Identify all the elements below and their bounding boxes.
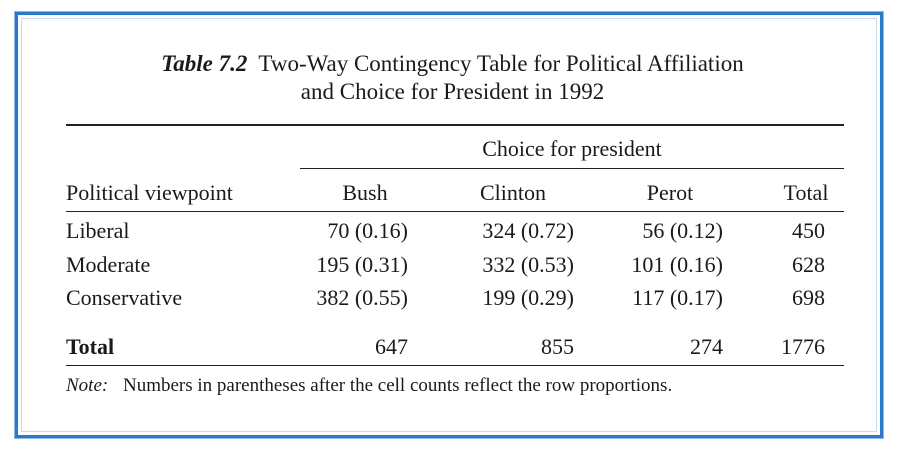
column-spanner: Choice for president <box>482 136 662 161</box>
header-total: Total <box>783 180 829 205</box>
total-clinton: 855 <box>541 334 574 359</box>
cell-bush: 195 (0.31) <box>316 252 408 277</box>
total-total: 1776 <box>781 334 825 359</box>
header-political-viewpoint: Political viewpoint <box>66 180 233 205</box>
cell-perot: 101 (0.16) <box>631 252 723 277</box>
caption-line-1: Table 7.2 Two-Way Contingency Table for … <box>0 50 905 78</box>
cell-total: 628 <box>792 252 825 277</box>
cell-bush: 382 (0.55) <box>316 285 408 310</box>
header-clinton: Clinton <box>479 180 546 205</box>
cell-total: 450 <box>792 218 825 243</box>
note-label: Note: <box>66 375 109 396</box>
table-number: Table 7.2 <box>161 51 248 76</box>
bottom-rule <box>66 365 844 366</box>
cell-bush: 70 (0.16) <box>327 218 408 243</box>
caption-line-2: and Choice for President in 1992 <box>300 79 605 104</box>
row-label: Moderate <box>66 252 151 277</box>
figure-frame <box>15 12 883 438</box>
header-perot: Perot <box>646 180 694 205</box>
header-rule <box>66 211 844 212</box>
cell-perot: 56 (0.12) <box>642 218 723 243</box>
note-text: Numbers in parentheses after the cell co… <box>122 375 673 396</box>
cell-perot: 117 (0.17) <box>632 285 723 310</box>
row-label: Liberal <box>66 218 130 243</box>
spanner-rule <box>300 168 844 169</box>
cell-clinton: 324 (0.72) <box>482 218 574 243</box>
top-rule <box>66 124 844 126</box>
cell-clinton: 199 (0.29) <box>482 285 574 310</box>
row-label: Conservative <box>66 285 183 310</box>
total-perot: 274 <box>690 334 723 359</box>
cell-total: 698 <box>792 285 825 310</box>
cell-clinton: 332 (0.53) <box>482 252 574 277</box>
table-caption: Table 7.2 Two-Way Contingency Table for … <box>0 50 905 106</box>
total-bush: 647 <box>375 334 408 359</box>
total-label: Total <box>66 334 115 359</box>
frame-inner-border <box>21 18 877 432</box>
header-bush: Bush <box>342 180 388 205</box>
caption-title-part-1: Two-Way Contingency Table for Political … <box>258 51 744 76</box>
table-note: Note: Numbers in parentheses after the c… <box>66 374 672 398</box>
